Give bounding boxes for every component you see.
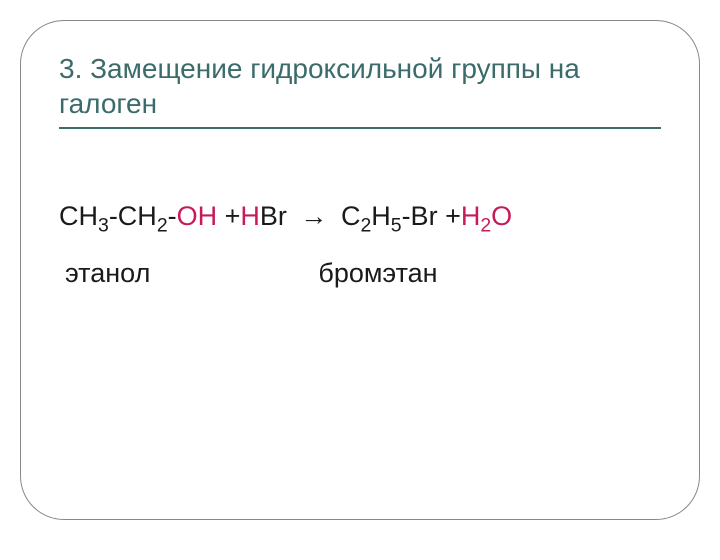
product-1: C2H5-Br — [341, 201, 438, 231]
plus-2: + — [438, 201, 461, 231]
plus-1: + — [217, 201, 240, 231]
reactant-1: CH3-CH2-OH — [59, 201, 217, 231]
product-2: H2O — [461, 201, 512, 231]
slide-body: CH3-CH2-OH +HBr → C2H5-Br +H2O этанол бр… — [59, 201, 661, 289]
reactant-2: HBr — [240, 201, 287, 231]
title-underline — [59, 127, 661, 129]
slide-title: 3. Замещение гидроксильной группы на гал… — [59, 51, 661, 121]
slide-frame: 3. Замещение гидроксильной группы на гал… — [20, 20, 700, 520]
reaction-arrow: → — [294, 201, 333, 232]
reaction-equation: CH3-CH2-OH +HBr → C2H5-Br +H2O — [59, 201, 661, 232]
label-reactant-1: этанол — [65, 258, 150, 289]
label-product-1: бромэтан — [318, 258, 437, 289]
reaction-labels: этанол бромэтан — [59, 258, 661, 289]
